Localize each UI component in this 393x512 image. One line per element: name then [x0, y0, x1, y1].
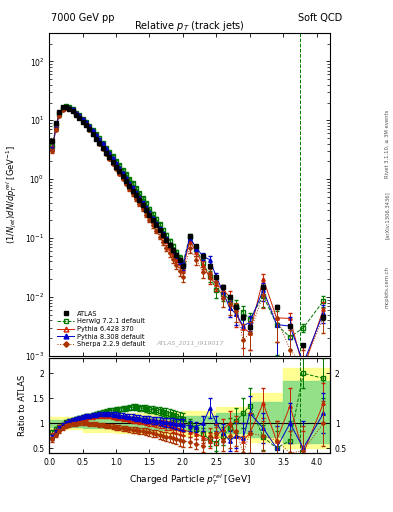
- Title: Relative $p_T$ (track jets): Relative $p_T$ (track jets): [134, 19, 245, 33]
- Text: ATLAS_2011_I919017: ATLAS_2011_I919017: [156, 340, 223, 346]
- Legend: ATLAS, Herwig 7.2.1 default, Pythia 6.428 370, Pythia 8.308 default, Sherpa 2.2.: ATLAS, Herwig 7.2.1 default, Pythia 6.42…: [55, 309, 147, 349]
- Text: mcplots.cern.ch: mcplots.cern.ch: [385, 266, 389, 308]
- Text: Rivet 3.1.10, ≥ 3M events: Rivet 3.1.10, ≥ 3M events: [385, 109, 389, 178]
- Text: [arXiv:1306.3436]: [arXiv:1306.3436]: [385, 191, 389, 239]
- Text: Soft QCD: Soft QCD: [298, 13, 342, 23]
- X-axis label: Charged Particle $p_T^{rel}$ [GeV]: Charged Particle $p_T^{rel}$ [GeV]: [129, 473, 251, 487]
- Y-axis label: $(1/N_{jet})dN/dp_T^{rel}$ [GeV$^{-1}$]: $(1/N_{jet})dN/dp_T^{rel}$ [GeV$^{-1}$]: [5, 145, 19, 244]
- Y-axis label: Ratio to ATLAS: Ratio to ATLAS: [18, 375, 27, 436]
- Text: 7000 GeV pp: 7000 GeV pp: [51, 13, 115, 23]
